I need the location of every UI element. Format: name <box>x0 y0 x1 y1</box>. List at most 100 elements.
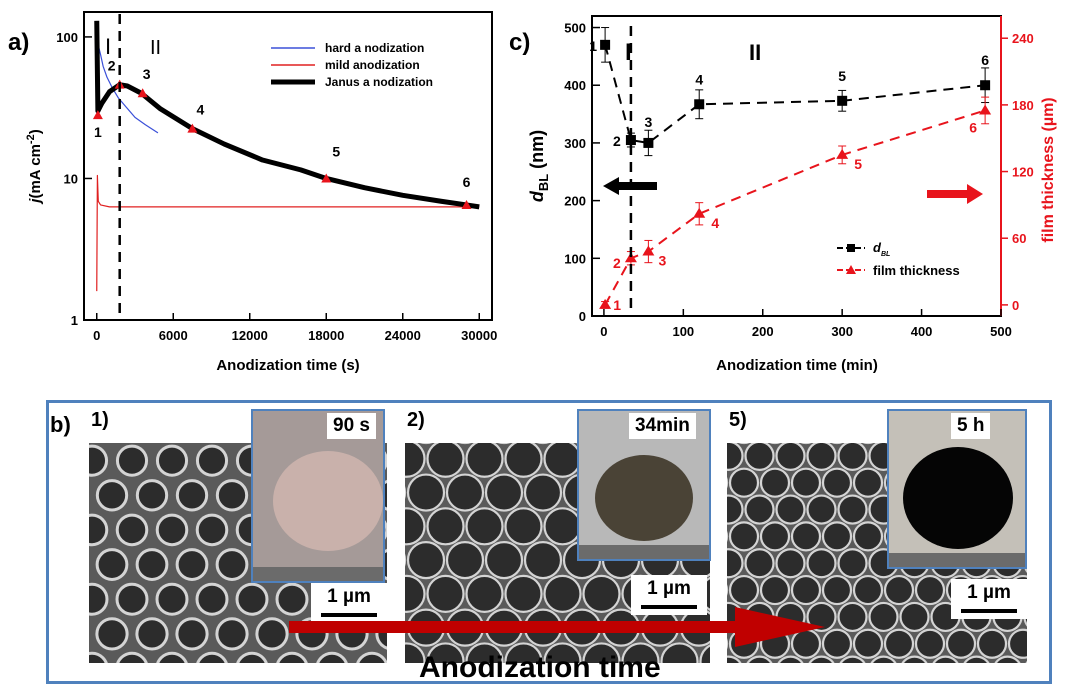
time-arrow-label: Anodization time <box>419 651 661 684</box>
svg-text:dBL (nm): dBL (nm) <box>527 130 551 202</box>
pore <box>426 507 465 546</box>
legend-label-janus: Janus a nodization <box>325 75 433 89</box>
dbl-point-4 <box>694 99 705 110</box>
y-label-close: ) <box>27 129 44 134</box>
sem-panel: 1) 90 s 1 µm 2) 34min 1 µm 5) 5 h 1 µm A… <box>46 400 1052 684</box>
thickness-point-4 <box>693 207 706 218</box>
thickness-label-2: 2 <box>613 255 621 271</box>
scale-bar-2: 1 µm <box>631 575 707 615</box>
y-left-label: dBL (nm) <box>527 130 551 202</box>
y-tick-label: 1 <box>71 313 78 328</box>
pore <box>914 628 946 659</box>
pore <box>1007 628 1027 659</box>
pore <box>215 548 249 581</box>
x-tick-label: 0 <box>93 328 100 343</box>
pore <box>543 574 582 613</box>
pore <box>504 443 543 478</box>
pore <box>837 443 868 471</box>
pore <box>837 494 868 525</box>
pore <box>744 494 775 525</box>
y-left-tick-label: 0 <box>579 309 586 324</box>
pore <box>945 628 977 659</box>
y-left-symbol: d <box>527 190 547 202</box>
right-axis-arrow <box>927 184 983 204</box>
scale-bar-1: 1 µm <box>311 583 387 623</box>
region-I-label-c: I <box>625 39 632 66</box>
pore <box>744 443 775 471</box>
pore <box>195 444 229 477</box>
pore <box>89 582 109 616</box>
pore <box>1025 660 1027 663</box>
pore <box>445 540 485 580</box>
pore <box>806 548 837 579</box>
ruler-strip-1 <box>253 567 383 581</box>
scale-bar-3: 1 µm <box>951 579 1027 619</box>
current-density-chart: a) 0 6000 12000 18000 24000 30000 1 10 100 1 2 3 4 5… <box>8 11 497 374</box>
thickness-point-5 <box>836 148 849 159</box>
y-tick-label: 10 <box>64 171 78 186</box>
series-line-2 <box>96 174 480 292</box>
dbl-label-2: 2 <box>613 133 621 149</box>
pore <box>426 443 465 478</box>
pore <box>426 642 465 663</box>
pore <box>994 655 1021 663</box>
y-left-tick-label: 400 <box>564 78 586 93</box>
dbl-point-3 <box>643 137 654 148</box>
ruler-strip-3 <box>889 553 1025 567</box>
dbl-point-2 <box>625 135 636 146</box>
y-right-label: film thickness (µm) <box>1040 97 1057 242</box>
pore <box>837 601 868 633</box>
pore <box>504 642 543 663</box>
pore <box>821 628 853 659</box>
pore <box>115 513 149 547</box>
dbl-label-6: 6 <box>981 52 989 68</box>
pore <box>155 444 189 477</box>
pore <box>660 642 699 663</box>
pore <box>115 582 149 616</box>
pore <box>235 582 269 616</box>
pore <box>135 548 169 581</box>
pore <box>95 617 129 651</box>
legend-c: dBL film thickness <box>837 240 960 278</box>
pore <box>236 651 268 663</box>
pore <box>728 521 760 552</box>
x-axis-label: Anodization time (s) <box>216 357 359 374</box>
pore <box>775 548 806 579</box>
sample-disc-3 <box>903 447 1013 549</box>
pore <box>899 601 930 633</box>
legend-label-dbl: dBL <box>873 240 890 258</box>
pore <box>316 651 348 663</box>
pore <box>543 642 582 663</box>
ruler-strip-2 <box>579 545 709 559</box>
dbl-label-3: 3 <box>644 114 652 130</box>
pore <box>852 521 884 552</box>
svg-text:j(mA cm-2): j(mA cm-2) <box>25 129 44 204</box>
dbl-label-1: 1 <box>589 38 597 54</box>
sample-label-1: 1 <box>94 124 102 140</box>
pore <box>196 651 228 663</box>
y-left-unit: (nm) <box>527 130 547 174</box>
x-tick-label-c: 300 <box>831 324 853 339</box>
legend-marker-square <box>847 244 855 252</box>
y-right-tick-label: 120 <box>1012 165 1034 180</box>
pore <box>837 548 868 579</box>
sample-marker-1 <box>92 110 103 120</box>
pore <box>215 479 249 512</box>
pore <box>405 642 426 663</box>
series-line-dBL <box>604 44 986 144</box>
pore <box>821 467 853 498</box>
pore <box>852 628 884 659</box>
pore <box>89 513 109 547</box>
pore <box>777 655 804 663</box>
pore <box>175 617 209 651</box>
dbl-label-4: 4 <box>695 71 703 87</box>
pore <box>728 574 760 606</box>
sem-index-3: 5) <box>729 409 747 431</box>
sample-marker-6 <box>461 199 472 209</box>
sample-label-6: 6 <box>463 174 471 190</box>
pore <box>155 513 189 547</box>
thickness-point-6 <box>979 104 992 115</box>
pore <box>89 651 108 663</box>
pore <box>621 642 660 663</box>
pore <box>727 494 744 525</box>
